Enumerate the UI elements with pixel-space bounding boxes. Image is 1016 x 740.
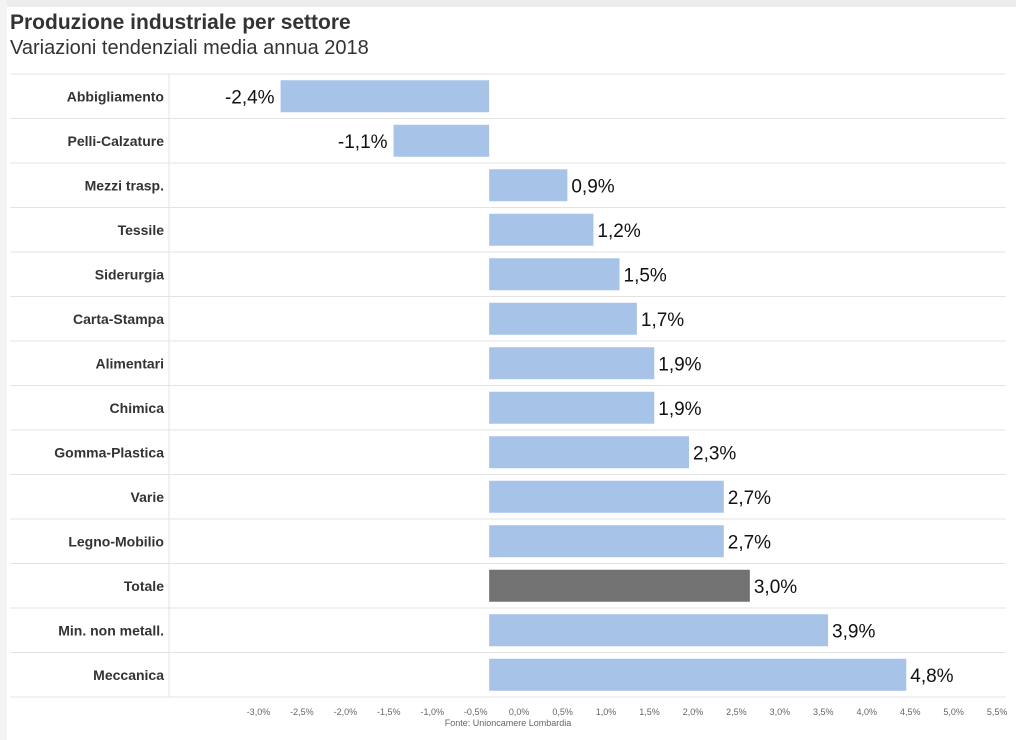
x-tick-label: 2,0% bbox=[683, 707, 704, 717]
x-tick-label: -2,0% bbox=[334, 707, 358, 717]
x-tick-label: 0,5% bbox=[552, 707, 573, 717]
category-label: Min. non metall. bbox=[58, 622, 164, 638]
x-tick-label: -1,0% bbox=[420, 707, 444, 717]
bar bbox=[489, 480, 724, 513]
value-label: 3,9% bbox=[832, 621, 875, 642]
category-label: Alimentari bbox=[96, 355, 164, 371]
bar bbox=[489, 213, 594, 246]
value-label: 4,8% bbox=[910, 666, 953, 687]
x-tick-label: -0,5% bbox=[464, 707, 488, 717]
x-tick-label: 3,5% bbox=[813, 707, 834, 717]
value-label: 1,2% bbox=[597, 221, 640, 242]
value-label: 2,7% bbox=[728, 532, 771, 553]
bar bbox=[489, 658, 907, 691]
value-label: 1,5% bbox=[624, 265, 667, 286]
category-label: Meccanica bbox=[93, 667, 164, 683]
x-tick-label: 5,5% bbox=[987, 707, 1008, 717]
top-border bbox=[0, 0, 1016, 7]
bar bbox=[489, 302, 637, 335]
value-label: 1,9% bbox=[658, 399, 701, 420]
category-label: Gomma-Plastica bbox=[54, 444, 164, 460]
category-label: Carta-Stampa bbox=[73, 311, 164, 327]
bar bbox=[489, 169, 568, 202]
x-tick-label: 5,0% bbox=[943, 707, 964, 717]
chart-title: Produzione industriale per settore bbox=[10, 11, 351, 34]
chart-subtitle: Variazioni tendenziali media annua 2018 bbox=[10, 37, 369, 59]
x-tick-label: -2,5% bbox=[290, 707, 314, 717]
category-label: Tessile bbox=[118, 222, 165, 238]
x-tick-label: -1,5% bbox=[377, 707, 401, 717]
category-label: Legno-Mobilio bbox=[68, 533, 164, 549]
bar bbox=[280, 80, 490, 113]
x-tick-label: -3,0% bbox=[247, 707, 271, 717]
value-label: -1,1% bbox=[338, 132, 388, 153]
category-label: Varie bbox=[131, 489, 165, 505]
value-label: 2,3% bbox=[693, 443, 736, 464]
bar bbox=[489, 391, 655, 424]
bar bbox=[489, 347, 655, 380]
bar bbox=[489, 569, 750, 602]
x-tick-label: 1,0% bbox=[596, 707, 617, 717]
source-note: Fonte: Unioncamere Lombardia bbox=[444, 718, 572, 728]
category-label: Abbigliamento bbox=[67, 88, 164, 104]
bar bbox=[489, 614, 829, 647]
value-label: 1,7% bbox=[641, 310, 684, 331]
left-border bbox=[0, 0, 7, 740]
x-tick-label: 0,0% bbox=[509, 707, 530, 717]
bar bbox=[489, 258, 620, 291]
value-label: 2,7% bbox=[728, 488, 771, 509]
value-label: 1,9% bbox=[658, 354, 701, 375]
category-label: Pelli-Calzature bbox=[68, 133, 165, 149]
x-tick-label: 3,0% bbox=[770, 707, 791, 717]
category-label: Totale bbox=[124, 578, 164, 594]
value-label: 3,0% bbox=[754, 577, 797, 598]
x-tick-label: 4,5% bbox=[900, 707, 921, 717]
category-label: Siderurgia bbox=[95, 266, 164, 282]
x-tick-label: 4,0% bbox=[856, 707, 877, 717]
x-tick-label: 1,5% bbox=[639, 707, 660, 717]
value-label: 0,9% bbox=[571, 176, 614, 197]
category-label: Mezzi trasp. bbox=[85, 177, 164, 193]
bar bbox=[489, 525, 724, 558]
bar bbox=[393, 124, 490, 157]
x-tick-label: 2,5% bbox=[726, 707, 747, 717]
bar bbox=[489, 436, 690, 469]
value-label: -2,4% bbox=[225, 87, 275, 108]
category-label: Chimica bbox=[110, 400, 165, 416]
